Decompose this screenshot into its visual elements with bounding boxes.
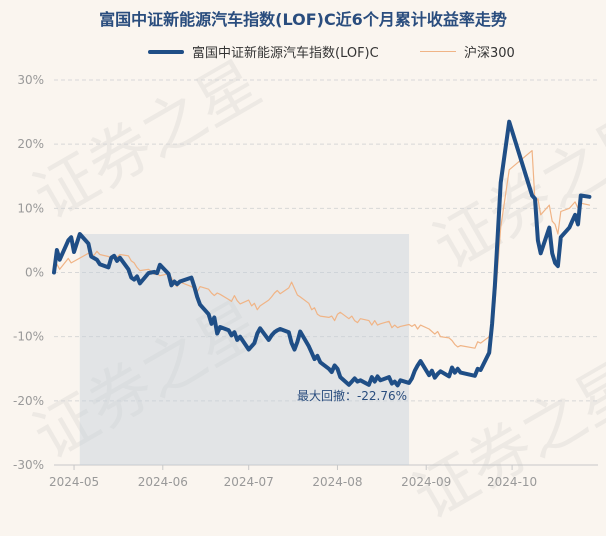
y-tick-label: 0% (25, 266, 44, 280)
y-tick-label: -20% (13, 394, 44, 408)
legend: 富国中证新能源汽车指数(LOF)C 沪深300 (0, 42, 606, 64)
chart-title: 富国中证新能源汽车指数(LOF)C近6个月累计收益率走势 (99, 10, 507, 29)
y-tick-label: 30% (17, 73, 44, 87)
series-line-fund (52, 119, 592, 388)
legend-item-fund[interactable]: 富国中证新能源汽车指数(LOF)C (148, 42, 379, 61)
y-tick-label: 20% (17, 137, 44, 151)
x-tick-label: 2024-10 (487, 475, 537, 489)
max-drawdown-label: 最大回撤：-22.76% (297, 388, 407, 403)
legend-label-fund: 富国中证新能源汽车指数(LOF)C (192, 46, 379, 61)
chart-plot: 30% 20% 10% 0% -10% -20% -30% 2024-05 2024-06 202… (13, 73, 598, 489)
legend-label-hs300: 沪深300 (464, 46, 515, 61)
legend-swatch-hs300 (420, 50, 456, 53)
x-tick-label: 2024-09 (401, 475, 451, 489)
y-tick-label: 10% (17, 201, 44, 215)
series-line-hs300 (53, 150, 591, 349)
x-tick-label: 2024-07 (224, 475, 274, 489)
legend-swatch-fund (148, 49, 184, 54)
y-tick-label: -10% (13, 330, 44, 344)
x-tick-label: 2024-05 (49, 475, 99, 489)
x-tick-label: 2024-06 (138, 475, 188, 489)
max-drawdown-area (79, 234, 410, 465)
x-tick-label: 2024-08 (312, 475, 362, 489)
y-tick-label: -30% (13, 458, 44, 472)
legend-item-hs300[interactable]: 沪深300 (420, 42, 515, 61)
